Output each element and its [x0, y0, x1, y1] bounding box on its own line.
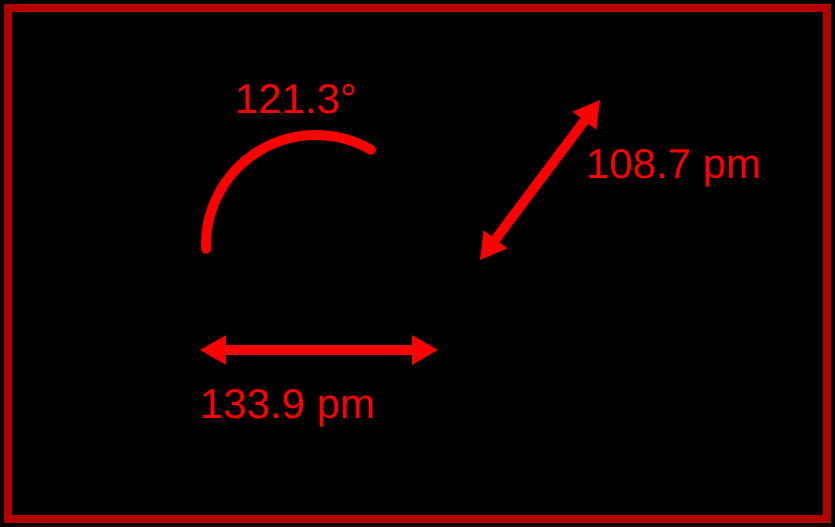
diagonal-bond-length-label: 108.7 pm — [586, 140, 761, 188]
diagonal-bond-arrow-shaft — [496, 121, 585, 239]
angle-arc — [206, 135, 371, 249]
horizontal-bond-arrow-arrowhead — [412, 335, 438, 365]
horizontal-bond-arrow-arrowhead — [200, 335, 226, 365]
angle-label: 121.3° — [235, 75, 357, 123]
horizontal-bond-length-label: 133.9 pm — [200, 380, 375, 428]
diagram-svg — [0, 0, 835, 527]
